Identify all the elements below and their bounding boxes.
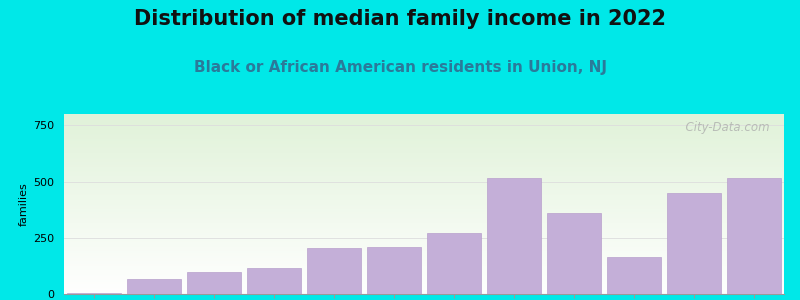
- Bar: [727, 178, 781, 294]
- Bar: [547, 213, 601, 294]
- Bar: [427, 233, 481, 294]
- Bar: [67, 293, 121, 294]
- Bar: [127, 279, 181, 294]
- Text: Distribution of median family income in 2022: Distribution of median family income in …: [134, 9, 666, 29]
- Bar: [367, 247, 421, 294]
- Y-axis label: families: families: [19, 182, 29, 226]
- Bar: [487, 178, 541, 294]
- Bar: [667, 193, 721, 294]
- Bar: [607, 257, 661, 294]
- Bar: [247, 268, 301, 294]
- Text: City-Data.com: City-Data.com: [678, 121, 770, 134]
- Bar: [307, 248, 361, 294]
- Bar: [187, 272, 241, 294]
- Text: Black or African American residents in Union, NJ: Black or African American residents in U…: [194, 60, 606, 75]
